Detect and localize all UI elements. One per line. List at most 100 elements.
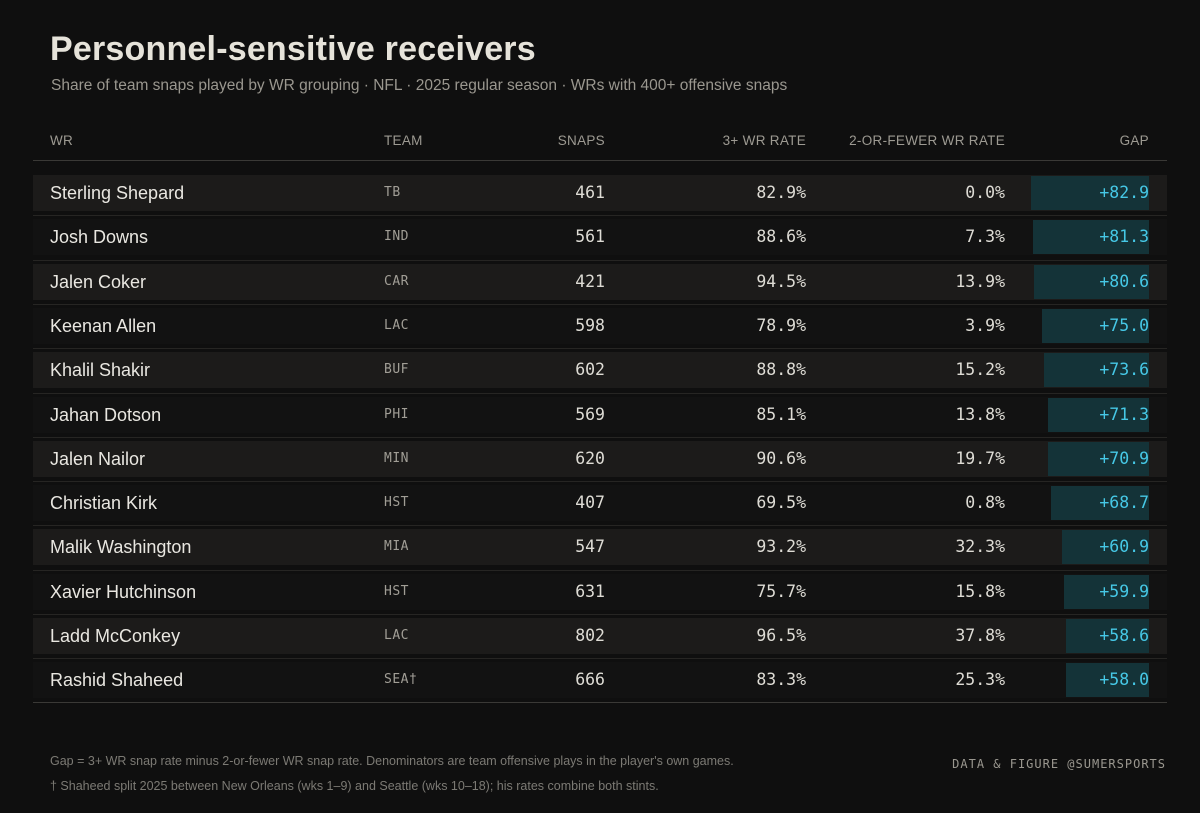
gap-value: +82.9 [1099, 183, 1149, 202]
header-snaps: SNAPS [557, 133, 605, 148]
snaps-value: 407 [575, 493, 605, 513]
team-code: LAC [384, 317, 409, 333]
team-code: MIA [384, 539, 409, 555]
team-code: SEA† [384, 672, 418, 688]
gap-value: +71.3 [1099, 404, 1149, 424]
chart-title: Personnel-sensitive receivers [50, 30, 536, 68]
gap-value: +70.9 [1099, 448, 1149, 468]
gap-bar [1031, 176, 1149, 210]
gap-value: +73.6 [1099, 360, 1149, 380]
gap-bar [1034, 264, 1149, 299]
footnote-gap-definition: Gap = 3+ WR snap rate minus 2-or-fewer W… [50, 754, 734, 768]
header-3wr-rate: 3+ WR RATE [722, 133, 806, 148]
chart-subtitle: Share of team snaps played by WR groupin… [51, 77, 788, 94]
team-code: IND [384, 229, 409, 245]
row-divider [33, 614, 1167, 615]
three-wr-rate: 88.6% [756, 227, 806, 247]
two-or-fewer-wr-rate: 19.7% [955, 448, 1005, 468]
snaps-value: 569 [575, 404, 605, 424]
gap-value: +58.0 [1099, 670, 1149, 690]
snaps-value: 602 [575, 360, 605, 380]
header-wr: WR [50, 133, 74, 148]
team-code: TB [384, 185, 401, 200]
gap-bar [1062, 530, 1149, 565]
row-divider [33, 303, 1167, 305]
table-row: Josh Downs IND 561 88.6% 7.3% +81.3 [33, 219, 1167, 256]
team-code: LAC [384, 628, 409, 643]
snaps-value: 561 [575, 227, 605, 247]
gap-bar [1051, 486, 1149, 521]
table-row: Keenan Allen LAC 598 78.9% 3.9% +75.0 [33, 307, 1167, 344]
three-wr-rate: 94.5% [756, 271, 806, 291]
table-row: Khalil Shakir BUF 602 88.8% 15.2% +73.6 [33, 352, 1167, 389]
two-or-fewer-wr-rate: 37.8% [955, 626, 1005, 645]
table-row: Ladd McConkey LAC 802 96.5% 37.8% +58.6 [33, 618, 1167, 654]
gap-value: +68.7 [1099, 493, 1149, 513]
row-divider [33, 436, 1167, 438]
wr-name: Keenan Allen [50, 315, 157, 336]
gap-value: +58.6 [1099, 626, 1149, 645]
gap-value: +59.9 [1099, 581, 1149, 601]
three-wr-rate: 78.9% [756, 315, 806, 335]
gap-bar [1033, 220, 1149, 255]
team-code: BUF [384, 362, 409, 378]
table-row: Xavier Hutchinson HST 631 75.7% 15.8% +59.9 [33, 573, 1167, 610]
two-or-fewer-wr-rate: 15.8% [955, 581, 1005, 601]
gap-bar [1048, 441, 1149, 476]
wr-name: Josh Downs [50, 227, 149, 248]
table-bottom-rule [33, 702, 1167, 703]
table-row: Malik Washington MIA 547 93.2% 32.3% +60.9 [33, 529, 1167, 566]
wr-name: Jalen Coker [50, 271, 147, 292]
receivers-table: WR TEAM SNAPS 3+ WR RATE 2-OR-FEWER WR R… [33, 125, 1167, 699]
table-row: Sterling Shepard TB 461 82.9% 0.0% +82.9 [33, 175, 1167, 211]
wr-name: Rashid Shaheed [50, 670, 184, 691]
team-code: HST [384, 495, 409, 511]
three-wr-rate: 69.5% [756, 493, 806, 513]
snaps-value: 547 [575, 537, 605, 557]
header-team: TEAM [384, 133, 423, 148]
gap-bar [1044, 353, 1149, 388]
two-or-fewer-wr-rate: 13.8% [955, 404, 1005, 424]
row-divider [33, 658, 1167, 660]
wr-name: Sterling Shepard [50, 183, 185, 203]
two-or-fewer-wr-rate: 13.9% [955, 271, 1005, 291]
row-divider [33, 215, 1167, 217]
wr-name: Jalen Nailor [50, 448, 146, 469]
three-wr-rate: 82.9% [756, 183, 806, 202]
snaps-value: 802 [575, 626, 605, 645]
header-2wr-rate: 2-OR-FEWER WR RATE [849, 133, 1005, 148]
table-row: Jahan Dotson PHI 569 85.1% 13.8% +71.3 [33, 396, 1167, 433]
team-code: CAR [384, 273, 409, 289]
footnote-shaheed: † Shaheed split 2025 between New Orleans… [50, 779, 659, 793]
team-code: PHI [384, 406, 409, 422]
three-wr-rate: 75.7% [756, 581, 806, 601]
wr-name: Ladd McConkey [50, 626, 181, 646]
row-divider [33, 348, 1167, 350]
two-or-fewer-wr-rate: 32.3% [955, 537, 1005, 557]
snaps-value: 598 [575, 315, 605, 335]
gap-value: +81.3 [1099, 227, 1149, 247]
gap-value: +80.6 [1099, 271, 1149, 291]
gap-bar [1066, 663, 1149, 698]
header-gap: GAP [1119, 133, 1149, 148]
gap-bar [1042, 308, 1149, 343]
table-row: Rashid Shaheed SEA† 666 83.3% 25.3% +58.0 [33, 662, 1167, 699]
row-divider [33, 392, 1167, 394]
gap-bar [1063, 574, 1149, 609]
table-header: WR TEAM SNAPS 3+ WR RATE 2-OR-FEWER WR R… [33, 125, 1167, 161]
wr-name: Jahan Dotson [50, 404, 162, 425]
row-divider [33, 481, 1167, 483]
row-divider [33, 569, 1167, 571]
gap-bar [1047, 397, 1149, 432]
row-divider [33, 259, 1167, 261]
three-wr-rate: 88.8% [756, 360, 806, 380]
gap-value: +75.0 [1099, 315, 1149, 335]
three-wr-rate: 93.2% [756, 537, 806, 557]
three-wr-rate: 90.6% [756, 448, 806, 468]
snaps-value: 620 [575, 448, 605, 468]
two-or-fewer-wr-rate: 15.2% [955, 360, 1005, 380]
table-row: Jalen Coker CAR 421 94.5% 13.9% +80.6 [33, 263, 1167, 300]
snaps-value: 421 [575, 271, 605, 291]
three-wr-rate: 96.5% [756, 626, 806, 645]
table-row: Jalen Nailor MIN 620 90.6% 19.7% +70.9 [33, 440, 1167, 477]
